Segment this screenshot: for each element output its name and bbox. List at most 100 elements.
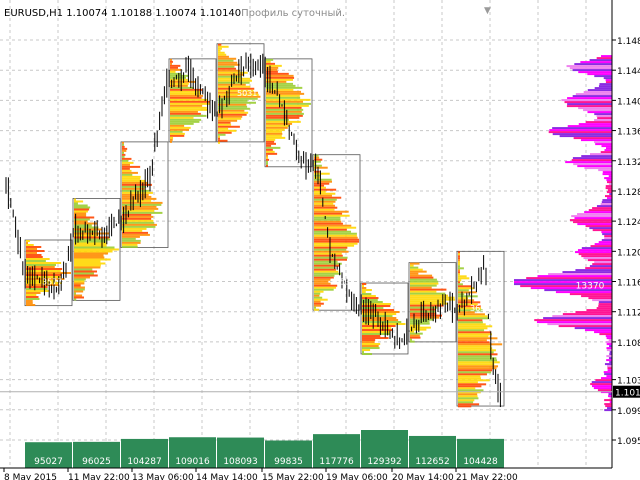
- composite-profile-row: [583, 91, 612, 94]
- composite-profile-row: [594, 113, 612, 116]
- composite-profile-row: [572, 157, 612, 160]
- one-click-trading-toggle-icon[interactable]: ▼: [484, 6, 491, 16]
- profile-row: [458, 285, 472, 288]
- profile-row: [314, 292, 321, 295]
- profile-row: [458, 369, 493, 372]
- volume-bar: [409, 435, 456, 468]
- composite-profile-row: [562, 271, 612, 274]
- profile-row: [26, 244, 34, 246]
- profile-row: [122, 187, 145, 190]
- volume-bar: [169, 437, 216, 468]
- composite-profile-row: [587, 111, 612, 114]
- profile-row: [314, 256, 348, 259]
- profile-row: [74, 240, 106, 243]
- profile-row: [74, 266, 101, 269]
- chart-grid: [0, 0, 612, 468]
- profile-row: [74, 208, 90, 211]
- profile-row: [122, 141, 124, 144]
- profile-row: [74, 250, 113, 253]
- profile-row: [314, 244, 355, 247]
- price-label: 1.099: [617, 407, 640, 417]
- composite-profile-row: [571, 215, 612, 218]
- profile-row: [314, 160, 321, 163]
- profile-row: [266, 156, 268, 159]
- profile-row: [458, 319, 483, 322]
- composite-profile-row: [594, 243, 612, 246]
- profile-row: [314, 206, 338, 209]
- profile-row: [26, 298, 40, 300]
- profile-row: [458, 379, 490, 382]
- composite-profile-row: [593, 387, 612, 390]
- composite-profile-row: [578, 123, 612, 126]
- profile-row: [218, 79, 252, 82]
- profile-row: [362, 299, 378, 302]
- profile-row: [26, 276, 61, 278]
- profile-row: [314, 212, 343, 215]
- composite-profile-row: [588, 209, 612, 212]
- profile-row: [458, 253, 460, 256]
- profile-row: [122, 229, 143, 232]
- composite-profile-row: [597, 389, 612, 392]
- profile-row: [122, 159, 129, 162]
- profile-row: [170, 70, 176, 73]
- profile-row: [74, 296, 85, 299]
- profile-row: [170, 116, 194, 119]
- profile-row: [122, 171, 138, 174]
- profile-row: [410, 278, 437, 281]
- profile-row: [458, 275, 467, 278]
- profile-row: [218, 65, 235, 68]
- profile-row: [122, 195, 152, 198]
- profile-row: [26, 296, 39, 298]
- profile-row: [362, 293, 372, 296]
- profile-row: [74, 220, 88, 223]
- volume-bar-label: 109016: [175, 457, 210, 467]
- composite-profile-row: [590, 383, 612, 386]
- profile-row: [458, 403, 480, 406]
- profile-row: [314, 188, 337, 191]
- profile-row: [266, 60, 271, 63]
- profile-row: [314, 208, 335, 211]
- composite-profile-row: [595, 143, 612, 146]
- profile-row: [122, 223, 157, 226]
- indicator-name: Профиль суточный.: [241, 8, 346, 19]
- profile-row: [26, 262, 62, 264]
- profile-row: [314, 198, 337, 201]
- profile-row: [458, 317, 489, 320]
- composite-profile-row: [604, 399, 612, 402]
- profile-row: [122, 245, 138, 248]
- profile-row: [314, 284, 338, 287]
- profile-row: [74, 198, 76, 201]
- profile-row: [266, 104, 309, 107]
- profile-row: [122, 175, 141, 178]
- composite-profile-row: [565, 161, 612, 164]
- composite-profile-row: [558, 325, 612, 328]
- composite-profile-row: [604, 195, 612, 198]
- profile-row: [458, 323, 486, 326]
- profile-row: [266, 82, 294, 85]
- profile-row: [410, 280, 439, 283]
- profile-row: [458, 367, 497, 370]
- profile-row: [218, 109, 245, 112]
- composite-profile-row: [526, 277, 612, 280]
- composite-profile-row: [575, 311, 612, 314]
- composite-profile-row: [573, 137, 612, 140]
- day-profile-box: [408, 262, 457, 343]
- profile-row: [122, 191, 153, 194]
- profile-row: [410, 264, 414, 267]
- profile-row: [74, 210, 88, 213]
- profile-row: [218, 141, 220, 144]
- profile-row: [74, 272, 94, 275]
- composite-profile-row: [589, 265, 612, 268]
- profile-row: [410, 298, 455, 301]
- profile-row: [458, 279, 462, 282]
- profile-row: [122, 169, 132, 172]
- profile-row: [314, 216, 341, 219]
- composite-profile-row: [607, 197, 612, 200]
- profile-row: [218, 49, 221, 52]
- profile-row: [458, 265, 460, 268]
- composite-profile-row: [574, 217, 612, 220]
- time-label: 8 May 2015: [4, 473, 57, 480]
- profile-row: [74, 216, 95, 219]
- profile-row: [314, 168, 316, 171]
